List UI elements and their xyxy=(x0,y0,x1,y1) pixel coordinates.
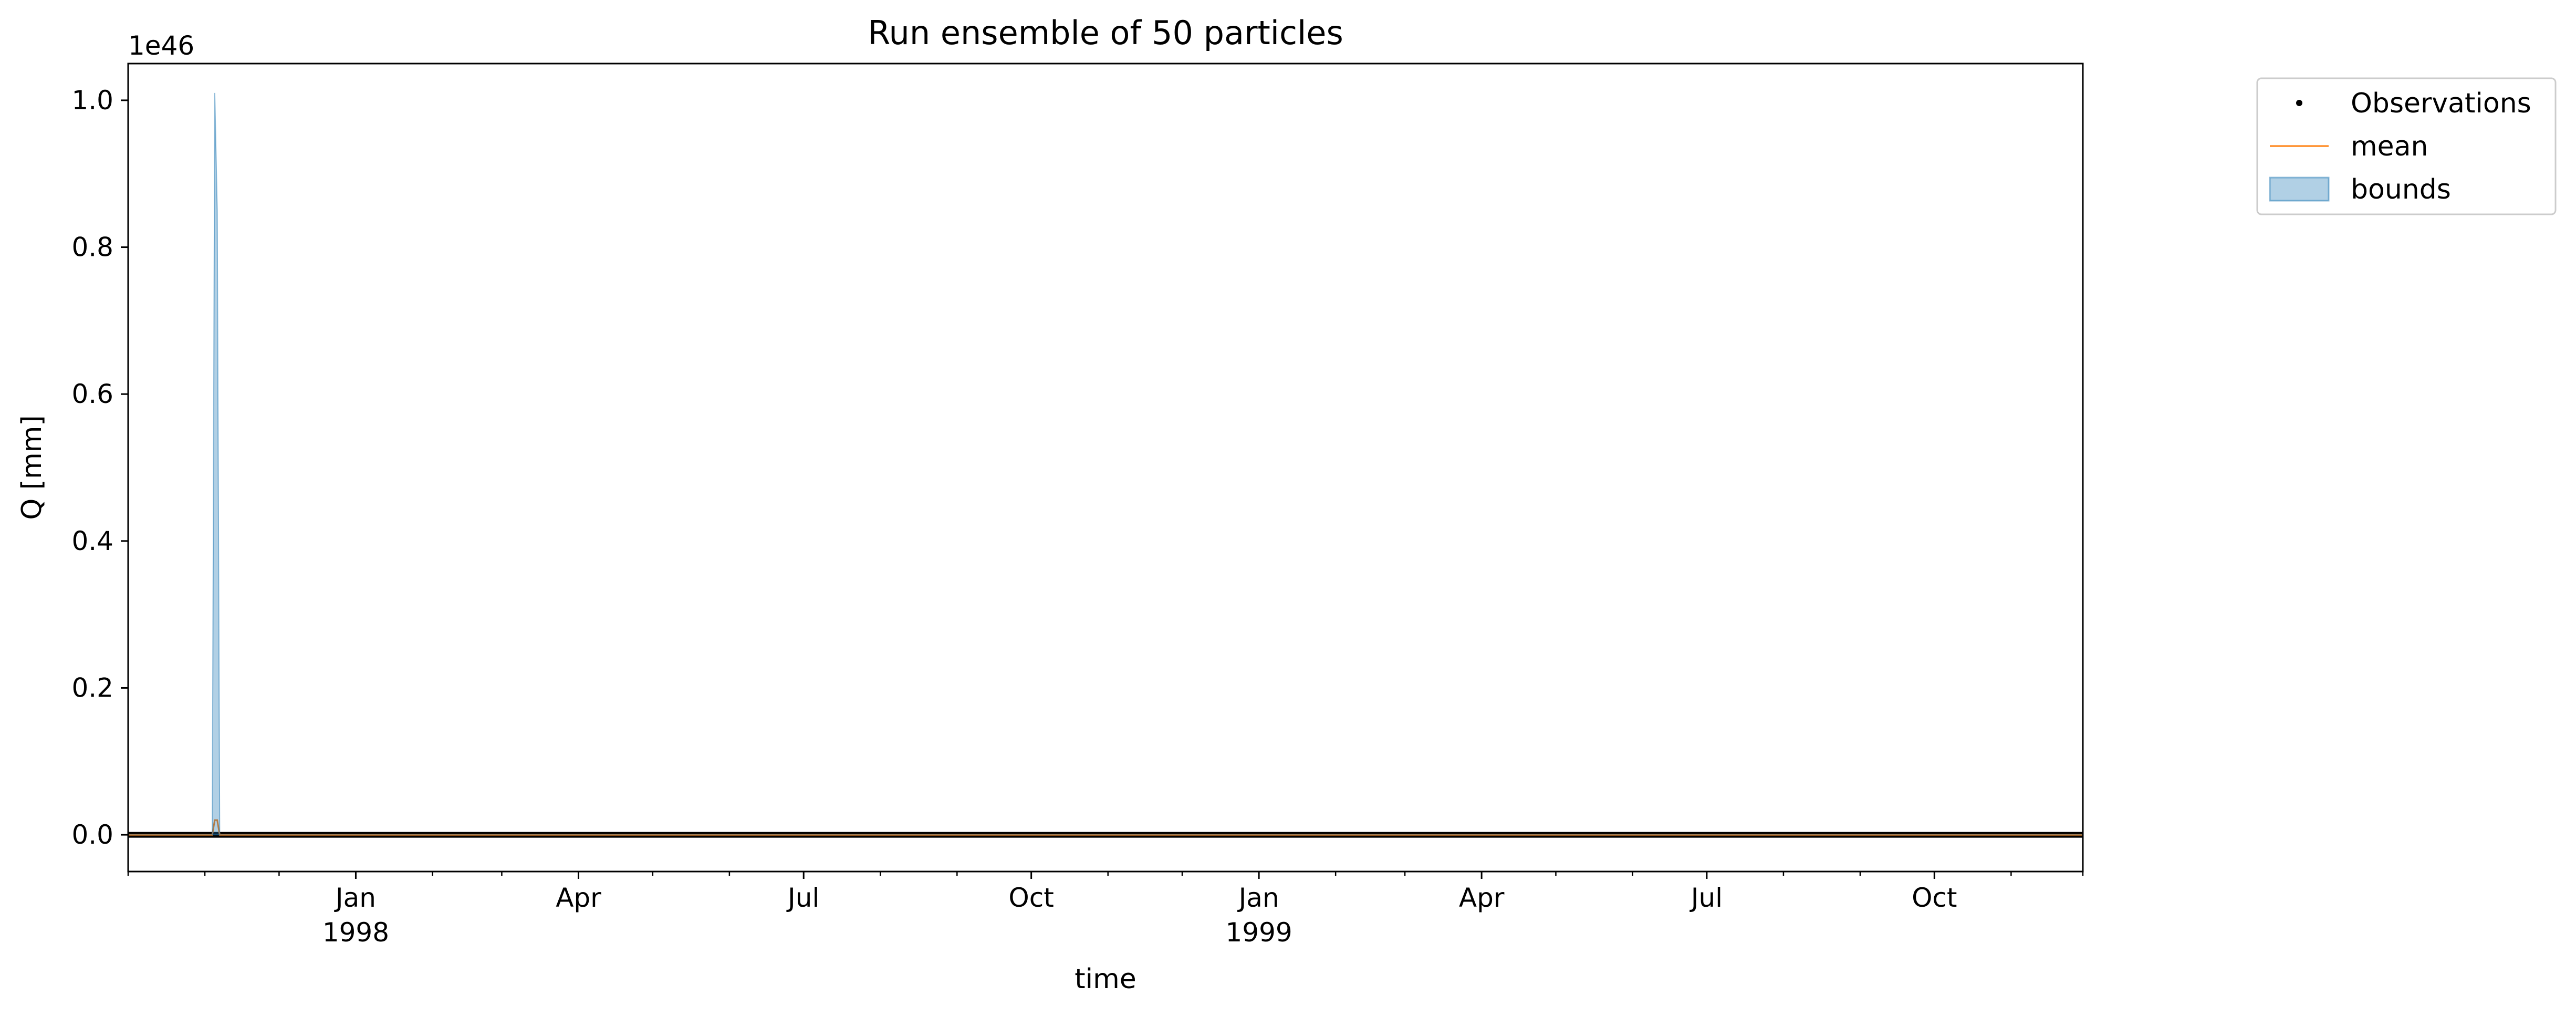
y-axis-offset-label: 1e46 xyxy=(128,30,194,61)
x-tick-label: Jan xyxy=(334,883,376,913)
x-tick-label: Oct xyxy=(1008,883,1054,913)
x-tick-label: Oct xyxy=(1912,883,1957,913)
x-tick-label: Jul xyxy=(1689,883,1723,913)
y-tick-label: 0.6 xyxy=(71,379,113,409)
legend: Observations mean bounds xyxy=(2256,77,2557,215)
series-bounds-band xyxy=(128,92,2083,836)
legend-box xyxy=(2256,77,2557,215)
x-tick-label: Apr xyxy=(1459,883,1505,913)
x-axis-label: time xyxy=(1075,963,1136,995)
x-tick-year-label: 1998 xyxy=(322,917,389,948)
legend-observations-marker xyxy=(2296,100,2302,106)
x-axis: Jan 1998 Apr Jul Oct Jan 1999 Apr Jul Oct xyxy=(127,872,2084,948)
y-tick-label: 1.0 xyxy=(71,85,113,116)
y-tick-label: 0.2 xyxy=(71,672,113,703)
legend-bounds-patch xyxy=(2269,177,2330,202)
x-tick-label: Jul xyxy=(786,883,819,913)
y-tick-label: 0.0 xyxy=(71,820,113,850)
y-tick-label: 0.4 xyxy=(71,526,113,556)
x-tick-year-label: 1999 xyxy=(1225,917,1292,948)
x-tick-label: Jan xyxy=(1237,883,1279,913)
x-tick-label: Apr xyxy=(556,883,601,913)
plot-area xyxy=(128,92,2083,838)
y-axis: 0.0 0.2 0.4 0.6 0.8 1.0 xyxy=(71,85,128,850)
y-tick-label: 0.8 xyxy=(71,232,113,263)
plot-frame xyxy=(127,63,2084,873)
legend-mean-label: mean xyxy=(2351,131,2428,162)
legend-observations-label: Observations xyxy=(2351,88,2531,119)
chart-title: Run ensemble of 50 particles xyxy=(868,14,1343,52)
legend-bounds-label: bounds xyxy=(2351,174,2451,205)
y-axis-label: Q [mm] xyxy=(16,415,48,520)
legend-entries: Observations mean bounds xyxy=(2269,88,2531,205)
